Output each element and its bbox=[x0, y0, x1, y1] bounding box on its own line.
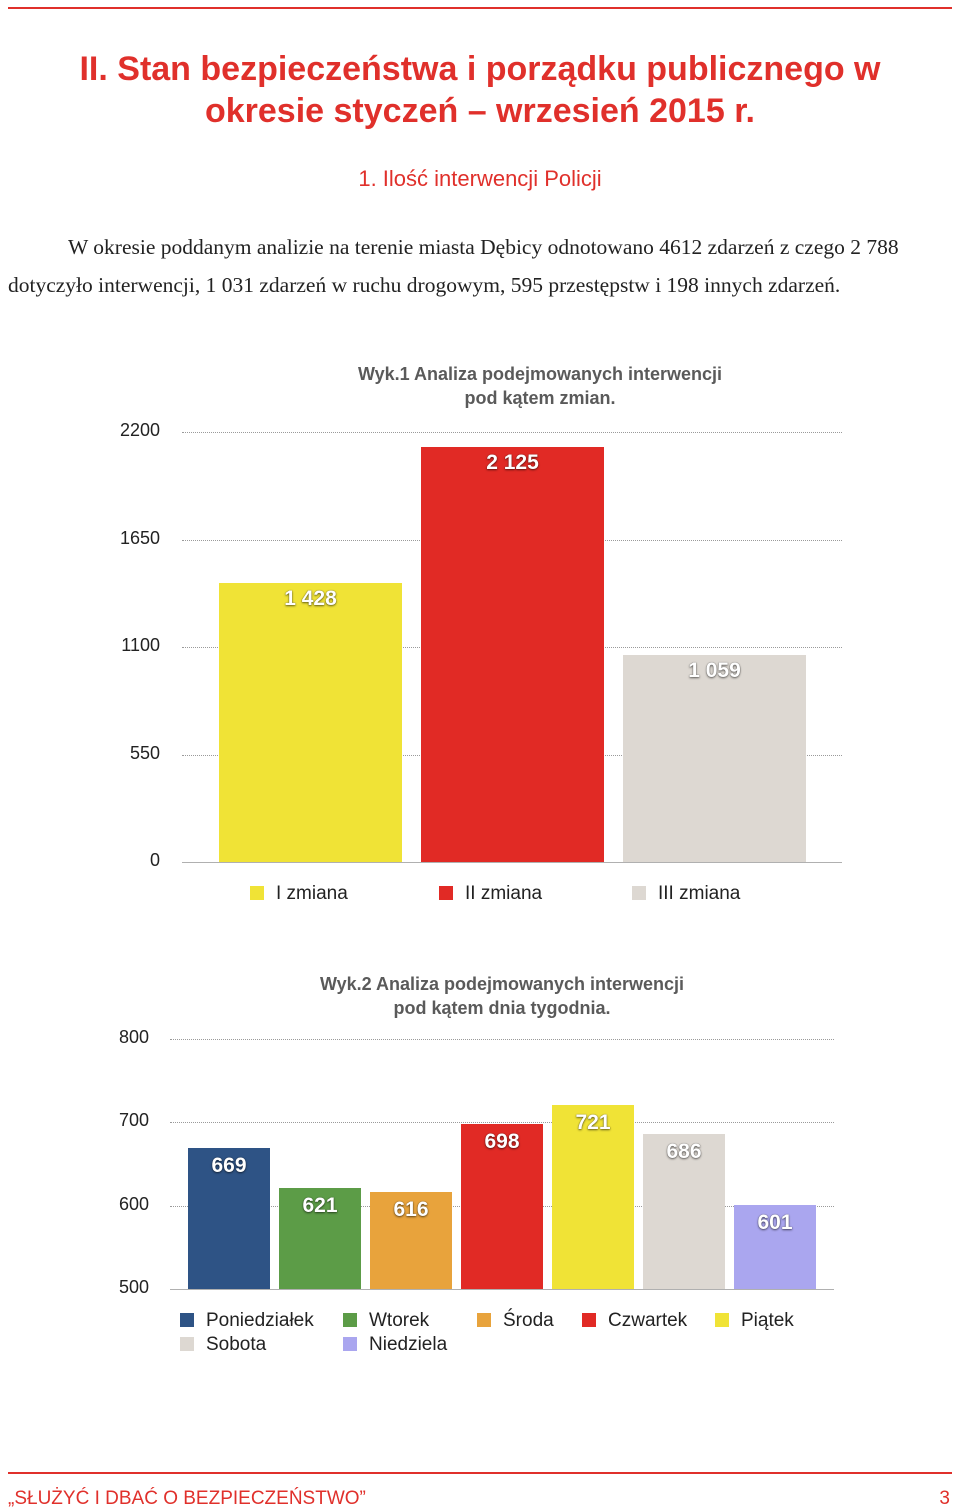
chart2-bar-label: 616 bbox=[393, 1198, 429, 1222]
chart1-ytick: 1650 bbox=[119, 527, 160, 548]
chart1-legend-label: I zmiana bbox=[276, 883, 348, 904]
chart2-legend-item: Niedziela bbox=[343, 1334, 447, 1356]
chart2-legend-item: Piątek bbox=[715, 1310, 794, 1332]
page-number: 3 bbox=[939, 1488, 950, 1509]
chart2-legend-item: Środa bbox=[477, 1310, 554, 1332]
chart2-gridline bbox=[170, 1039, 834, 1040]
chart2-baseline bbox=[170, 1289, 834, 1290]
chart1-legend-swatch bbox=[439, 886, 453, 900]
chart2-legend-swatch bbox=[180, 1313, 194, 1327]
footer-motto: „SŁUŻYĆ I DBAĆ O BEZPIECZEŃSTWO” bbox=[8, 1488, 366, 1509]
chart2-bar bbox=[188, 1148, 270, 1289]
chart2-bar bbox=[552, 1104, 634, 1289]
chart1-bar-label: 1 059 bbox=[688, 659, 741, 682]
chart1-legend-item: I zmiana bbox=[250, 883, 348, 905]
chart1-ytick: 550 bbox=[129, 742, 160, 763]
chart1-legend-item: II zmiana bbox=[439, 883, 542, 905]
chart1-ytick: 1100 bbox=[121, 635, 160, 655]
chart2-bar bbox=[279, 1188, 361, 1289]
chart2-bar-label: 669 bbox=[211, 1154, 247, 1178]
chart2-bar bbox=[734, 1204, 816, 1289]
chart2-bar-label: 721 bbox=[575, 1110, 611, 1134]
chart2-legend-label: Piątek bbox=[741, 1310, 794, 1331]
chart2-bar-label: 686 bbox=[666, 1140, 702, 1163]
chart2-bar-label: 698 bbox=[484, 1130, 520, 1153]
chart1-legend-swatch bbox=[632, 886, 646, 900]
chart1-ytick: 2200 bbox=[119, 420, 160, 440]
chart2-legend-label: Sobota bbox=[206, 1334, 267, 1355]
chart2-legend-label: Czwartek bbox=[608, 1310, 688, 1331]
chart1-legend-swatch bbox=[250, 886, 264, 900]
chart1-bar bbox=[623, 655, 806, 862]
chart1-baseline bbox=[182, 862, 842, 863]
chart2-ytick: 800 bbox=[118, 1027, 149, 1047]
chart1-legend-label: II zmiana bbox=[465, 883, 543, 904]
section-heading-line1: II. Stan bezpieczeństwa i porządku publi… bbox=[79, 50, 881, 88]
chart2-legend-swatch bbox=[343, 1337, 357, 1351]
chart1-legend-item: III zmiana bbox=[632, 883, 740, 905]
chart2-legend-swatch bbox=[582, 1313, 596, 1327]
chart2-bar-label: 621 bbox=[302, 1194, 338, 1218]
chart1-legend-label: III zmiana bbox=[658, 883, 741, 904]
chart2-legend-swatch bbox=[715, 1313, 729, 1327]
chart2-ytick: 500 bbox=[118, 1277, 149, 1297]
chart2-ytick: 600 bbox=[118, 1193, 149, 1214]
chart2-legend-swatch bbox=[343, 1313, 357, 1327]
chart1-bar-label: 1 428 bbox=[284, 586, 337, 610]
chart2-legend-swatch bbox=[180, 1337, 194, 1351]
chart2-legend-swatch bbox=[477, 1313, 491, 1327]
chart2-legend-item: Wtorek bbox=[343, 1310, 429, 1332]
chart2-legend-label: Środa bbox=[503, 1310, 554, 1331]
section-heading-line2: okresie styczeń – wrzesień 2015 r. bbox=[204, 92, 755, 130]
chart2-bar bbox=[643, 1134, 725, 1289]
chart2-legend-label: Poniedziałek bbox=[206, 1310, 314, 1331]
chart1-gridline bbox=[182, 432, 842, 433]
top-rule bbox=[8, 7, 952, 9]
chart1-title-line2: pod kątem zmian. bbox=[464, 388, 616, 408]
chart2-legend-label: Wtorek bbox=[369, 1310, 430, 1331]
chart2-legend-label: Niedziela bbox=[369, 1334, 448, 1355]
chart2-ytick: 700 bbox=[118, 1110, 149, 1131]
subsection-heading: 1. Ilość interwencji Policji bbox=[358, 166, 602, 191]
chart2-legend-item: Sobota bbox=[180, 1334, 266, 1356]
chart2-legend-item: Czwartek bbox=[582, 1310, 687, 1332]
chart2-bar-label: 601 bbox=[757, 1210, 793, 1234]
chart1-bar bbox=[421, 446, 604, 862]
chart1-bar-label: 2 125 bbox=[486, 450, 539, 474]
chart1-ytick: 0 bbox=[149, 850, 160, 870]
intro-paragraph: W okresie poddanym analizie na terenie m… bbox=[8, 228, 938, 304]
chart2-gridline bbox=[170, 1122, 834, 1123]
chart1-title-line1: Wyk.1 Analiza podejmowanych interwencji bbox=[357, 364, 723, 384]
chart2-title-line1: Wyk.2 Analiza podejmowanych interwencji bbox=[319, 974, 685, 994]
intro-text: W okresie poddanym analizie na terenie m… bbox=[8, 235, 899, 297]
chart2-bar bbox=[370, 1192, 452, 1289]
bottom-rule bbox=[8, 1472, 952, 1474]
chart2-title-line2: pod kątem dnia tygodnia. bbox=[393, 998, 611, 1018]
chart1-bar bbox=[219, 582, 402, 862]
chart2-legend-item: Poniedziałek bbox=[180, 1310, 314, 1332]
chart2-bar bbox=[461, 1124, 543, 1289]
